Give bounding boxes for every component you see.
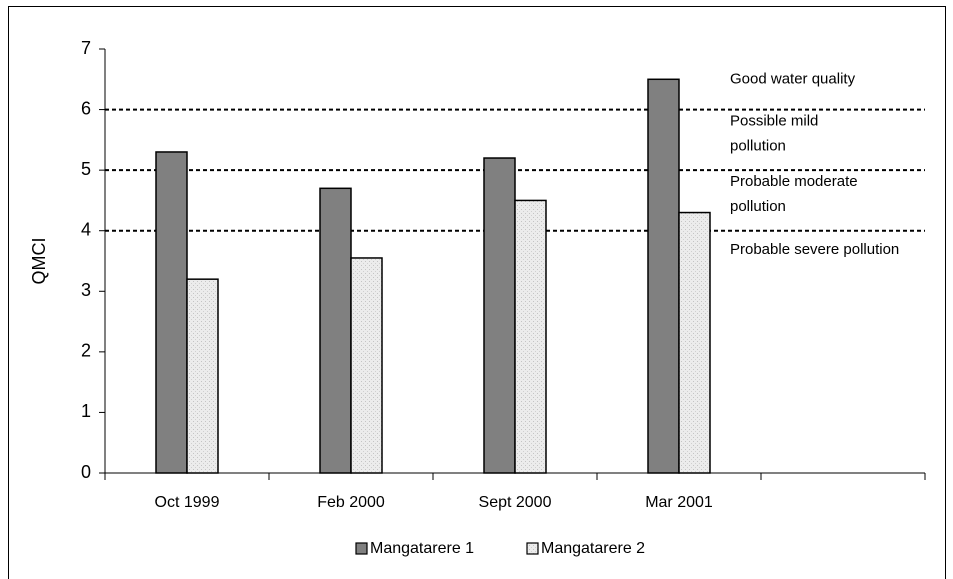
bar — [647, 78, 680, 474]
y-tick-label: 0 — [81, 462, 91, 482]
annotation: Good water quality — [730, 70, 856, 87]
bar — [319, 187, 352, 474]
legend-swatch — [355, 542, 368, 555]
x-tick-label: Oct 1999 — [155, 494, 220, 511]
y-tick-label: 1 — [81, 401, 91, 421]
y-tick-label: 7 — [81, 38, 91, 58]
y-tick-label: 6 — [81, 98, 91, 118]
y-tick-label: 3 — [81, 280, 91, 300]
bar — [483, 157, 516, 474]
y-tick-label: 4 — [81, 219, 91, 239]
annotation: Probable severe pollution — [730, 241, 899, 258]
annotation: pollution — [730, 137, 786, 154]
bar — [350, 257, 383, 474]
y-tick-label: 5 — [81, 159, 91, 179]
legend-swatch — [526, 542, 539, 555]
frame — [8, 6, 946, 579]
bar — [678, 211, 711, 474]
annotation: Possible mild — [730, 112, 818, 129]
y-tick-label: 2 — [81, 341, 91, 361]
x-tick-label: Mar 2001 — [645, 494, 713, 511]
bar — [186, 278, 219, 474]
x-tick-label: Sept 2000 — [479, 494, 552, 511]
legend-label: Mangatarere 2 — [541, 540, 645, 557]
legend-label: Mangatarere 1 — [370, 540, 474, 557]
y-axis-label: QMCI — [29, 238, 49, 285]
annotation: pollution — [730, 198, 786, 215]
bar — [155, 151, 188, 474]
bar — [514, 199, 547, 474]
annotation: Probable moderate — [730, 173, 858, 190]
x-tick-label: Feb 2000 — [317, 494, 385, 511]
